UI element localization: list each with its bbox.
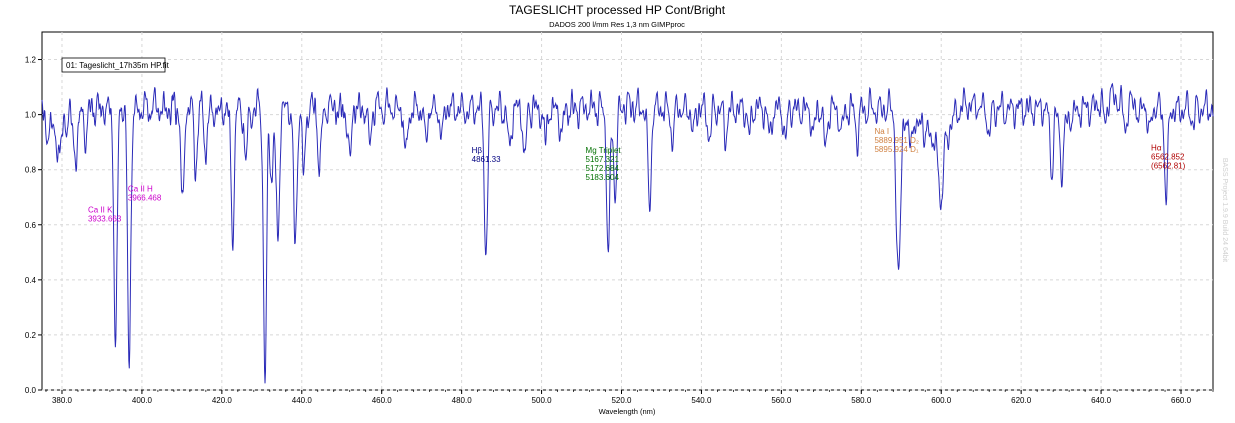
y-tick-label: 1.2: [25, 56, 37, 65]
x-tick-label: 380.0: [52, 396, 73, 405]
legend: 01: Tageslicht_17h35m HP.fit: [61, 57, 170, 73]
annotation-line: Ca II H: [128, 185, 153, 194]
x-tick-label: 660.0: [1171, 396, 1192, 405]
x-tick-label: 480.0: [452, 396, 473, 405]
annotation-line: Ca II K: [88, 205, 113, 214]
y-tick-label: 0.0: [25, 386, 37, 395]
x-axis-label: Wavelength (nm): [599, 407, 656, 416]
annotation-line: 5172.684: [586, 164, 620, 173]
x-tick-label: 560.0: [771, 396, 792, 405]
annotation-line: (6562.81): [1151, 161, 1186, 170]
annotation-line: 5889.951 D₂: [874, 136, 918, 145]
annotation-line: Hβ: [472, 146, 483, 155]
x-tick-label: 520.0: [611, 396, 632, 405]
x-tick-label: 620.0: [1011, 396, 1032, 405]
annotation-line: 6562.852: [1151, 152, 1185, 161]
chart-subtitle: DADOS 200 l/mm Res 1,3 nm GIMPproc: [549, 20, 685, 29]
annotation-line: Hα: [1151, 143, 1162, 152]
y-tick-label: 0.6: [25, 221, 37, 230]
x-tick-label: 600.0: [931, 396, 952, 405]
annotation-line: 3933.663: [88, 214, 122, 223]
chart-title: TAGESLICHT processed HP Cont/Bright: [509, 3, 726, 17]
annotation-line: 3966.468: [128, 194, 162, 203]
plot-area: [41, 31, 1214, 391]
x-tick-label: 460.0: [372, 396, 393, 405]
x-tick-label: 640.0: [1091, 396, 1112, 405]
legend-box: [61, 57, 166, 73]
x-tick-label: 420.0: [212, 396, 233, 405]
axis-ticks: 380.0 400.0 420.0 440.0 460.0 480.0 500.0 520.0…: [25, 56, 1214, 405]
y-tick-label: 0.4: [25, 276, 37, 285]
x-tick-label: 580.0: [851, 396, 872, 405]
x-tick-label: 500.0: [532, 396, 553, 405]
annotation-line: 5183.604: [586, 173, 620, 182]
y-tick-label: 0.2: [25, 331, 37, 340]
x-tick-label: 400.0: [132, 396, 153, 405]
annotation-line: 5167.321: [586, 155, 620, 164]
annotation-line: Mg Triplet: [586, 146, 622, 155]
annotation-line: 4861.33: [472, 155, 501, 164]
watermark: BASS Project 1.9.9 Build 24 64bit: [1221, 158, 1228, 262]
annotation-line: 5895.924 D₁: [874, 145, 918, 154]
x-tick-label: 540.0: [691, 396, 712, 405]
y-tick-label: 1.0: [25, 111, 37, 120]
series-line-tageslicht: [41, 82, 1214, 384]
x-tick-label: 440.0: [292, 396, 313, 405]
y-tick-label: 0.8: [25, 166, 37, 175]
legend-entry: 01: Tageslicht_17h35m HP.fit: [66, 61, 170, 70]
annotation-line: Na I: [874, 127, 889, 136]
